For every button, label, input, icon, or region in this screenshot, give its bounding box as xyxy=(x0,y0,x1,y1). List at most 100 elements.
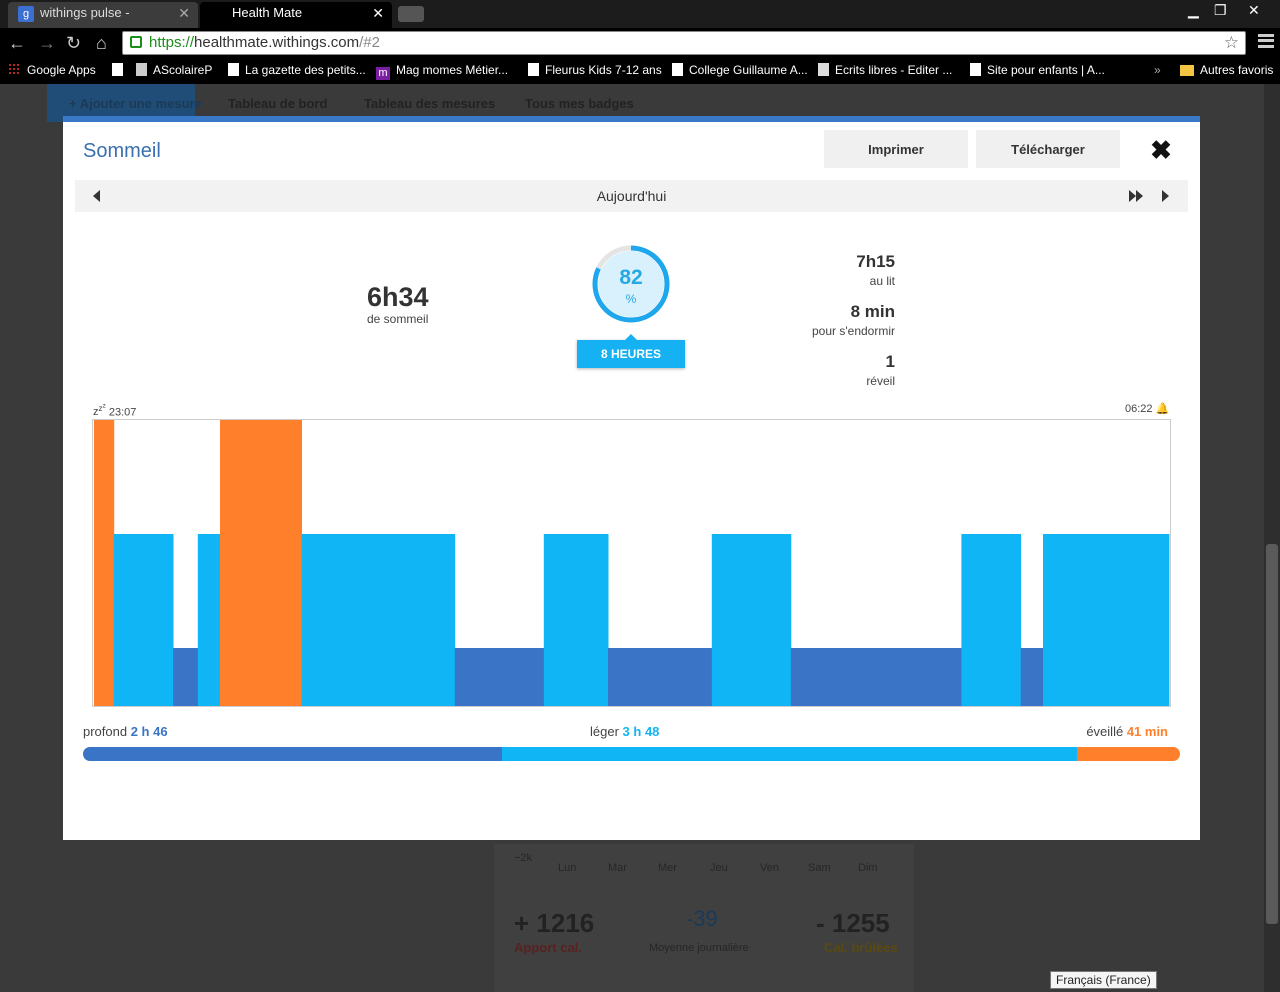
tab-title: Health Mate xyxy=(232,5,303,20)
url-path: /#2 xyxy=(359,34,380,51)
close-tab-icon[interactable]: ✕ xyxy=(178,5,190,21)
sleep-modal: Sommeil Imprimer Télécharger ✖ Aujourd'h… xyxy=(63,116,1200,840)
close-tab-icon[interactable]: ✕ xyxy=(372,5,384,21)
home-icon[interactable]: ⌂ xyxy=(96,33,107,53)
legend-light-value: 3 h 48 xyxy=(622,724,660,739)
day-label: Ven xyxy=(760,862,779,874)
bookmark-item[interactable]: Site pour enfants | A... xyxy=(970,62,1105,78)
hypnogram-segment-deep xyxy=(1020,648,1044,706)
daily-average-value: -39 xyxy=(686,906,718,931)
stat-label: réveil xyxy=(866,374,895,388)
restore-icon[interactable]: ❐ xyxy=(1214,2,1227,18)
day-label: Jeu xyxy=(710,862,728,874)
folder-icon xyxy=(1180,65,1194,76)
hypnogram-segment-awake xyxy=(94,420,115,706)
day-label: Mar xyxy=(608,862,627,874)
browser-tab-health-mate[interactable]: Health Mate ✕ xyxy=(200,2,392,28)
wake-ups-stat: 1 réveil xyxy=(735,352,895,388)
hypnogram-segment-light xyxy=(197,534,221,706)
hypnogram-segment-deep xyxy=(608,648,713,706)
apps-grid-icon xyxy=(8,63,21,76)
hypnogram-segment-light xyxy=(301,534,456,706)
download-button[interactable]: Télécharger xyxy=(976,130,1120,168)
stage-distribution-bar xyxy=(83,747,1180,761)
sleep-end-time: 06:22 🔔 xyxy=(1125,403,1170,415)
bookmarks-overflow-button[interactable]: » xyxy=(1154,63,1161,77)
sleep-score-ring xyxy=(592,245,670,323)
sleep-score-arc xyxy=(592,245,670,323)
bookmark-item[interactable]: Ecrits libres - Editer ... xyxy=(818,62,952,78)
asp-icon xyxy=(136,63,147,76)
bookmark-item[interactable]: m Mag momes Métier... xyxy=(376,62,508,80)
modal-title: Sommeil xyxy=(83,140,161,162)
new-tab-button[interactable] xyxy=(398,6,424,22)
burned-label: Cal. brûlées xyxy=(824,940,898,955)
forward-arrow-icon[interactable]: → xyxy=(38,33,56,53)
window-close-icon[interactable]: ✕ xyxy=(1248,2,1260,18)
page-icon xyxy=(228,63,239,76)
fast-forward-icon[interactable] xyxy=(1129,190,1143,202)
hypnogram-segment-light xyxy=(113,534,174,706)
stat-value: 7h15 xyxy=(856,252,895,271)
next-day-icon[interactable] xyxy=(1162,190,1169,202)
sleep-goal-badge: 8 HEURES xyxy=(577,334,685,368)
address-bar[interactable]: https://healthmate.withings.com/#2 ☆ xyxy=(122,31,1246,55)
sleep-hypnogram-chart xyxy=(92,419,1171,707)
stat-value: 8 min xyxy=(850,302,895,321)
nav-measures-table[interactable]: Tableau des mesures xyxy=(364,96,496,111)
browser-toolbar: ← → ↻ ⌂ https://healthmate.withings.com/… xyxy=(0,28,1280,58)
day-label: Sam xyxy=(808,862,831,874)
sleep-stage-legend: profond 2 h 46 léger 3 h 48 éveillé 41 m… xyxy=(83,724,1180,740)
add-measure-button[interactable]: + Ajouter une mesure xyxy=(47,84,202,122)
hypnogram-segment-deep xyxy=(454,648,545,706)
sleep-score-value: 82 xyxy=(619,266,643,289)
stage-bar-awake xyxy=(1076,747,1180,761)
previous-day-icon[interactable] xyxy=(93,190,100,202)
nav-badges[interactable]: Tous mes badges xyxy=(525,96,634,111)
daily-average-label: Moyenne journalière xyxy=(649,942,749,954)
date-navigator: Aujourd'hui xyxy=(75,180,1188,212)
close-icon[interactable]: ✖ xyxy=(1150,135,1172,165)
sleep-total-value: 6h34 xyxy=(367,282,429,312)
page-scrollbar[interactable] xyxy=(1264,84,1280,992)
bookmark-star-icon[interactable]: ☆ xyxy=(1223,33,1239,52)
axis-label: −2k xyxy=(514,852,533,864)
calories-card: −2k Lun Mar Mer Jeu Ven Sam Dim + 1216 A… xyxy=(494,844,914,992)
scrollbar-thumb[interactable] xyxy=(1266,544,1278,924)
nav-dashboard[interactable]: Tableau de bord xyxy=(228,96,328,111)
stage-bar-light xyxy=(501,747,1077,761)
hypnogram-segment-light xyxy=(711,534,792,706)
page-icon xyxy=(672,63,683,76)
bookmark-item[interactable]: College Guillaume A... xyxy=(672,62,808,78)
back-arrow-icon[interactable]: ← xyxy=(8,33,26,53)
page-icon xyxy=(528,63,539,76)
bookmark-item[interactable]: Fleurus Kids 7-12 ans xyxy=(528,62,662,78)
bookmark-item[interactable]: AScolaireP xyxy=(136,62,212,78)
lock-icon xyxy=(130,36,142,48)
browser-tab-strip: g withings pulse - Recherch ✕ Health Mat… xyxy=(0,0,1280,42)
plus-icon: + xyxy=(69,96,80,111)
time-in-bed-stat: 7h15 au lit xyxy=(735,252,895,288)
bookmark-item[interactable] xyxy=(112,62,129,78)
book-icon xyxy=(818,63,829,76)
reload-icon[interactable]: ↻ xyxy=(66,33,82,53)
day-label: Mer xyxy=(658,862,677,874)
date-label: Aujourd'hui xyxy=(596,188,667,204)
intake-label: Apport cal. xyxy=(514,940,582,955)
legend-awake-value: 41 min xyxy=(1126,724,1168,739)
bookmark-item[interactable]: Google Apps xyxy=(8,62,96,78)
browser-menu-icon[interactable] xyxy=(1258,34,1274,48)
stage-bar-deep xyxy=(83,747,502,761)
day-label: Lun xyxy=(558,862,577,874)
day-label: Dim xyxy=(858,862,878,874)
bookmark-item[interactable]: La gazette des petits... xyxy=(228,62,366,78)
minimize-icon[interactable]: ▁ xyxy=(1188,2,1199,18)
sleep-start-time: zzz 23:07 xyxy=(93,402,137,419)
other-bookmarks-folder[interactable]: Autres favoris xyxy=(1180,62,1273,78)
browser-tab-search[interactable]: g withings pulse - Recherch ✕ xyxy=(8,2,198,42)
alarm-bell-icon: 🔔 xyxy=(1152,403,1170,415)
page-icon xyxy=(112,63,123,76)
legend-awake: éveillé 41 min xyxy=(1086,724,1168,739)
page-icon xyxy=(970,63,981,76)
print-button[interactable]: Imprimer xyxy=(824,130,968,168)
